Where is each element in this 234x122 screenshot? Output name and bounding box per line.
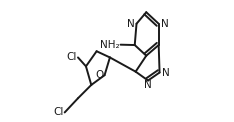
Text: N: N	[144, 80, 152, 90]
Text: O: O	[95, 70, 103, 80]
Text: Cl: Cl	[53, 107, 64, 117]
Text: NH₂: NH₂	[100, 40, 120, 50]
Text: N: N	[162, 68, 169, 77]
Text: N: N	[127, 19, 135, 29]
Text: Cl: Cl	[67, 52, 77, 62]
Text: N: N	[161, 19, 168, 29]
